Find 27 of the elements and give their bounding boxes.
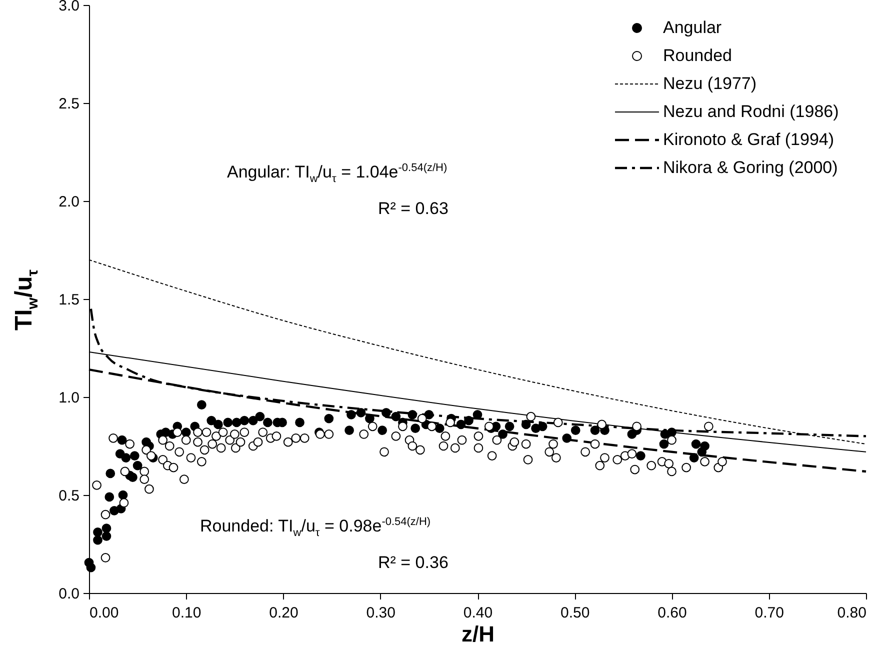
y-tick-label: 0.5 (58, 488, 80, 504)
legend-label: Angular (663, 18, 722, 38)
annotation: R² = 0.36 (378, 553, 448, 573)
legend-label: Rounded (663, 46, 732, 66)
x-tick-label: 0.80 (837, 604, 866, 622)
annotation: Rounded: TI$_{w}$/u$_{τ}$ = 0.98e$^{-0.54(z/H)}$ (200, 516, 431, 540)
x-tick-label: 0.10 (172, 604, 202, 622)
x-tick-label: 0.60 (658, 604, 687, 622)
legend-label: Nezu and Rodni (1986) (663, 102, 839, 122)
annotation: R² = 0.63 (378, 199, 448, 219)
x-tick-label: 0.30 (366, 604, 396, 622)
x-tick-label: 0.70 (754, 604, 784, 622)
annotation: Angular: TI$_{w}$/u$_{τ}$ = 1.04e$^{-0.54(z/H)}$ (227, 162, 448, 186)
legend-label: Kironoto & Graf (1994) (663, 130, 834, 150)
x-tick-label: 0.50 (560, 604, 590, 622)
x-axis-title: z/H (462, 622, 494, 646)
x-tick-label: 0.20 (269, 604, 298, 622)
y-tick-label: 0.0 (58, 586, 80, 602)
x-tick-label: 0.00 (90, 604, 119, 622)
legend-label: Nezu (1977) (663, 74, 757, 94)
x-tick-label: 0.40 (463, 604, 493, 622)
y-tick-label: 2.5 (58, 96, 80, 112)
y-tick-label: 3.0 (58, 0, 80, 14)
legend-label: Nikora & Goring (2000) (663, 158, 838, 178)
y-tick-label: 2.0 (58, 194, 80, 210)
y-tick-label: 1.5 (58, 292, 80, 308)
y-tick-label: 1.0 (58, 390, 80, 406)
